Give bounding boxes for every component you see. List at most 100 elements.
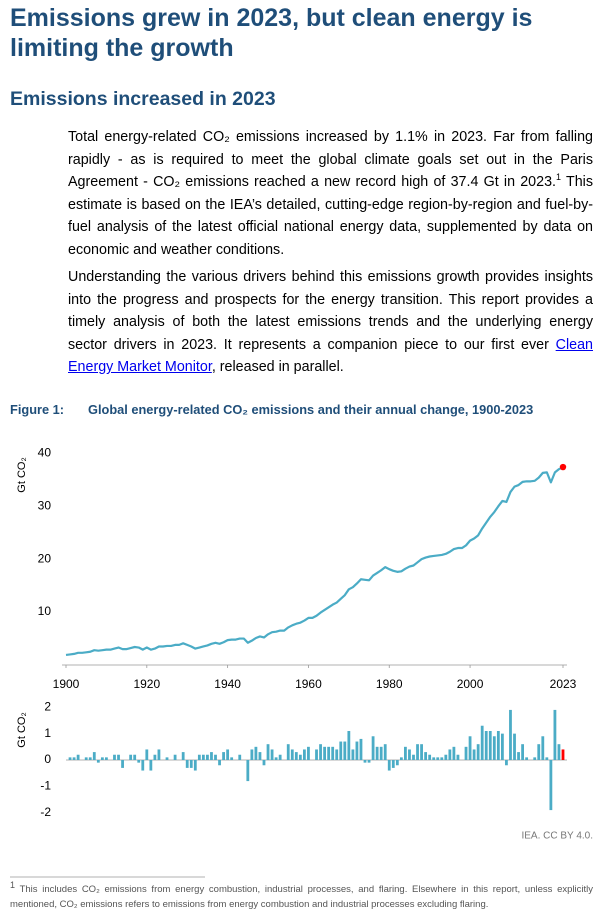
change-bar — [432, 757, 436, 760]
change-bar — [274, 757, 278, 760]
change-bar — [509, 709, 512, 760]
change-bar — [72, 757, 76, 760]
change-bar — [367, 760, 371, 763]
change-bar — [521, 744, 524, 760]
change-bar — [145, 749, 149, 760]
change-bar — [452, 746, 456, 760]
figure-caption: Global energy-related CO₂ emissions and … — [88, 402, 534, 417]
change-bar — [250, 749, 254, 760]
change-bar — [541, 736, 545, 760]
change-bar — [323, 746, 327, 760]
change-bar — [319, 744, 322, 760]
change-bar — [339, 741, 343, 760]
change-bar — [197, 754, 201, 760]
change-bar — [298, 754, 302, 760]
change-bar — [189, 760, 193, 768]
change-bar — [181, 752, 185, 760]
change-bar — [335, 749, 339, 760]
change-bar — [363, 760, 367, 763]
change-bar — [92, 752, 96, 760]
change-bar — [137, 760, 141, 763]
x-tick-label: 2023 — [550, 677, 577, 691]
change-bar — [399, 757, 403, 760]
text: Total energy-related CO₂ emissions incre… — [68, 129, 593, 190]
change-bar — [517, 752, 520, 760]
change-bar — [533, 757, 537, 760]
y-axis-label: Gt CO₂ — [16, 712, 28, 747]
change-bar — [96, 760, 100, 763]
change-bar — [165, 757, 169, 760]
change-bar — [84, 757, 88, 760]
change-bar — [141, 760, 145, 771]
text: This estimate is based on the IEA’s deta… — [68, 174, 593, 258]
change-bar — [331, 746, 335, 760]
change-bar — [387, 760, 391, 771]
change-bar — [76, 754, 80, 760]
y-tick-label: 20 — [38, 551, 52, 565]
change-bar — [537, 744, 541, 760]
change-bar — [464, 746, 468, 760]
change-bar — [153, 754, 157, 760]
y-tick-label: 1 — [44, 726, 51, 740]
change-bar — [68, 757, 72, 760]
change-bar — [561, 749, 565, 760]
change-bar — [468, 736, 472, 760]
change-bar — [133, 754, 137, 760]
change-bar — [149, 760, 153, 771]
change-bar — [230, 757, 234, 760]
change-bar — [129, 754, 133, 760]
y-tick-label: 2 — [44, 699, 51, 713]
change-bar — [254, 746, 258, 760]
change-bar — [553, 709, 557, 760]
section-heading: Emissions increased in 2023 — [10, 88, 276, 110]
change-bar — [391, 760, 395, 768]
change-bar — [371, 736, 375, 760]
change-bar — [500, 733, 504, 760]
change-bar — [100, 757, 104, 760]
x-tick-label: 1960 — [295, 677, 322, 691]
change-bar — [246, 760, 250, 782]
change-bar — [210, 752, 213, 760]
footnote-marker: 1 — [10, 879, 16, 890]
y-tick-label: -2 — [40, 805, 51, 819]
text: , released in parallel. — [211, 359, 344, 375]
change-bar — [480, 725, 484, 760]
change-bar — [343, 741, 347, 760]
change-bar — [157, 749, 161, 760]
x-tick-label: 1980 — [376, 677, 403, 691]
text: Understanding the various drivers behind… — [68, 269, 593, 353]
x-tick-label: 1920 — [133, 677, 160, 691]
change-bar — [206, 754, 209, 760]
change-bar — [222, 752, 225, 760]
change-bar — [307, 746, 310, 760]
change-bar — [476, 744, 480, 760]
change-bar — [456, 754, 460, 760]
page-title: Emissions grew in 2023, but clean energy… — [10, 4, 533, 62]
change-bar — [395, 760, 399, 766]
change-bar — [428, 754, 432, 760]
change-bar — [557, 744, 561, 760]
change-bar — [383, 744, 387, 760]
change-bar — [549, 760, 553, 811]
change-bar — [270, 749, 274, 760]
change-bar — [193, 760, 197, 771]
link[interactable]: Clean Energy Market Monitor — [68, 336, 593, 376]
change-bar — [436, 757, 440, 760]
change-bar — [444, 754, 448, 760]
y-tick-label: 40 — [38, 445, 52, 459]
change-bar — [351, 749, 355, 760]
change-bar — [121, 760, 124, 768]
change-bar — [226, 749, 230, 760]
change-bar — [327, 746, 331, 760]
change-bar — [379, 746, 383, 760]
footnote-text: This includes CO₂ emissions from energy … — [10, 884, 593, 910]
change-bar — [201, 754, 205, 760]
change-bar — [238, 754, 242, 760]
footnote-ref[interactable]: 1 — [556, 172, 562, 183]
x-tick-label: 1900 — [53, 677, 80, 691]
change-bar — [545, 757, 549, 760]
change-bar — [440, 757, 444, 760]
change-bar — [262, 760, 266, 766]
change-bar — [258, 752, 262, 760]
